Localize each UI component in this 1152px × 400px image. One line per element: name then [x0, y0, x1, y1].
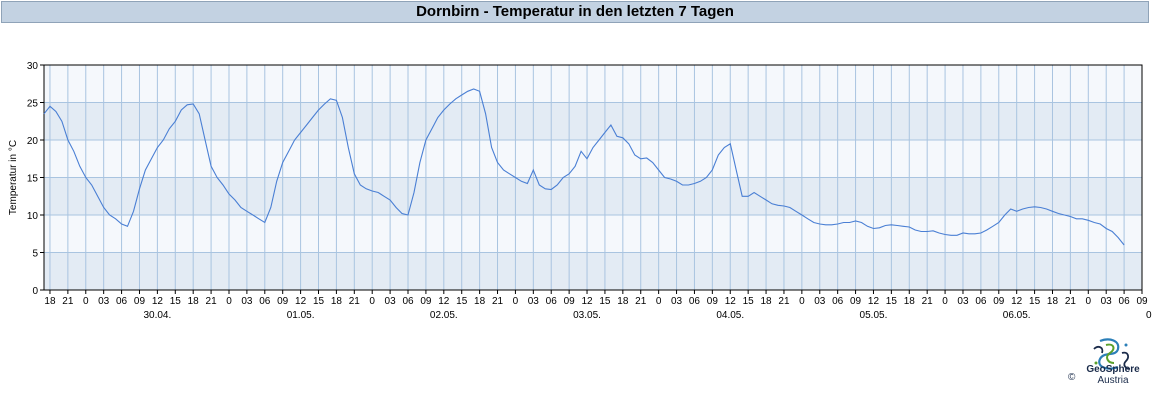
x-tick-label: 03 — [528, 296, 540, 307]
y-tick-label: 15 — [27, 174, 39, 185]
y-tick-label: 10 — [27, 211, 39, 222]
x-tick-label: 15 — [1029, 296, 1041, 307]
x-tick-label: 09 — [1136, 296, 1148, 307]
temperature-series-line — [43, 88, 1125, 246]
x-tick-label: 03 — [241, 296, 253, 307]
x-tick-label: 06 — [1119, 296, 1131, 307]
x-tick-label: 15 — [599, 296, 611, 307]
y-axis-label: Temperatur in °C — [8, 140, 19, 215]
x-tick-label: 06 — [546, 296, 558, 307]
x-tick-label: 0 — [799, 296, 805, 307]
x-tick-label: 09 — [134, 296, 146, 307]
x-tick-label: 06 — [832, 296, 844, 307]
logo-subtitle: Austria — [1097, 375, 1129, 386]
x-tick-label: 03 — [957, 296, 969, 307]
date-label: 05.05. — [860, 310, 888, 321]
y-tick-label: 30 — [27, 61, 39, 72]
x-tick-label: 03 — [671, 296, 683, 307]
x-tick-label: 09 — [993, 296, 1005, 307]
x-tick-label: 18 — [617, 296, 629, 307]
x-tick-label: 06 — [975, 296, 987, 307]
x-tick-label: 09 — [420, 296, 432, 307]
x-tick-label: 12 — [152, 296, 164, 307]
x-tick-label: 12 — [725, 296, 737, 307]
x-tick-label: 0 — [942, 296, 948, 307]
x-tick-label: 21 — [778, 296, 790, 307]
x-tick-label: 06 — [259, 296, 271, 307]
y-tick-label: 0 — [32, 286, 38, 297]
date-label: 07.05. — [1146, 310, 1152, 321]
y-tick-label: 5 — [32, 249, 38, 260]
date-label: 03.05. — [573, 310, 601, 321]
x-tick-label: 09 — [564, 296, 576, 307]
y-band — [44, 252, 1142, 290]
x-tick-label: 0 — [513, 296, 519, 307]
x-tick-label: 03 — [1101, 296, 1113, 307]
y-tick-label: 20 — [27, 136, 39, 147]
x-tick-label: 0 — [83, 296, 89, 307]
x-tick-label: 21 — [922, 296, 934, 307]
geosphere-logo-icon — [1093, 338, 1131, 370]
x-tick-label: 09 — [277, 296, 289, 307]
x-tick-label: 0 — [656, 296, 662, 307]
x-tick-label: 12 — [581, 296, 593, 307]
x-tick-label: 06 — [116, 296, 128, 307]
x-tick-label: 18 — [331, 296, 343, 307]
x-tick-label: 15 — [886, 296, 898, 307]
x-tick-label: 12 — [295, 296, 307, 307]
x-tick-label: 15 — [456, 296, 468, 307]
x-tick-label: 15 — [743, 296, 755, 307]
x-tick-label: 15 — [313, 296, 325, 307]
x-tick-label: 06 — [402, 296, 414, 307]
x-tick-label: 03 — [385, 296, 397, 307]
date-label: 02.05. — [430, 310, 458, 321]
x-tick-label: 0 — [369, 296, 375, 307]
x-tick-label: 03 — [98, 296, 110, 307]
y-band — [44, 215, 1142, 253]
x-tick-label: 18 — [760, 296, 772, 307]
logo-name: GeoSphere — [1086, 364, 1140, 375]
x-tick-label: 21 — [1065, 296, 1077, 307]
y-band — [44, 102, 1142, 140]
chart-title: Dornbirn - Temperatur in den letzten 7 T… — [1, 1, 1149, 23]
date-label: 30.04. — [143, 310, 171, 321]
date-label: 06.05. — [1003, 310, 1031, 321]
date-label: 04.05. — [716, 310, 744, 321]
y-band — [44, 177, 1142, 215]
x-tick-label: 18 — [474, 296, 486, 307]
x-tick-label: 18 — [904, 296, 916, 307]
x-tick-label: 21 — [206, 296, 218, 307]
x-tick-label: 21 — [492, 296, 504, 307]
x-tick-label: 15 — [170, 296, 182, 307]
y-band — [44, 140, 1142, 178]
x-tick-label: 21 — [349, 296, 361, 307]
x-tick-label: 09 — [850, 296, 862, 307]
x-tick-label: 18 — [1047, 296, 1059, 307]
x-tick-label: 0 — [1086, 296, 1092, 307]
date-label: 01.05. — [287, 310, 315, 321]
x-tick-label: 03 — [814, 296, 826, 307]
y-tick-label: 25 — [27, 99, 39, 110]
x-tick-label: 12 — [868, 296, 880, 307]
x-tick-label: 09 — [707, 296, 719, 307]
x-tick-label: 21 — [635, 296, 647, 307]
y-band — [44, 65, 1142, 103]
x-tick-label: 21 — [62, 296, 74, 307]
x-tick-label: 18 — [44, 296, 56, 307]
x-tick-label: 12 — [438, 296, 450, 307]
x-tick-label: 12 — [1011, 296, 1023, 307]
x-tick-label: 18 — [188, 296, 200, 307]
x-tick-label: 0 — [226, 296, 232, 307]
copyright-symbol: © — [1068, 372, 1076, 383]
x-tick-label: 06 — [689, 296, 701, 307]
